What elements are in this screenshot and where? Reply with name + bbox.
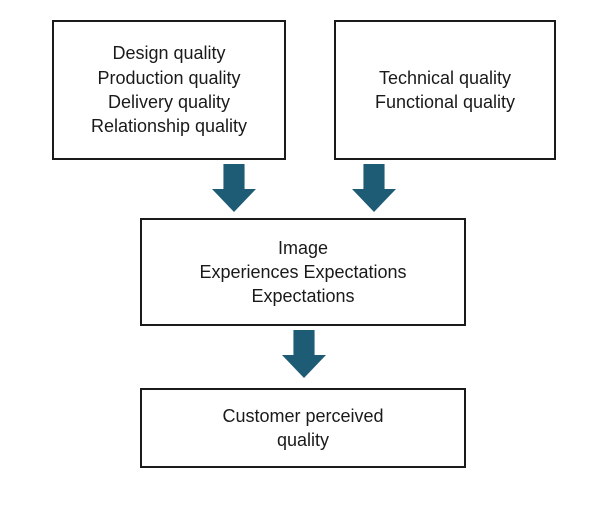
node-top_left: Design qualityProduction qualityDelivery… [52,20,286,160]
node-top_left-line: Relationship quality [91,114,247,138]
node-bottom: Customer perceivedquality [140,388,466,468]
node-top_left-line: Design quality [112,41,225,65]
arrow-down-icon [212,164,256,212]
arrow-down-icon [352,164,396,212]
node-top_right-line: Technical quality [379,66,511,90]
node-middle-line: Expectations [251,284,354,308]
arrow-down-icon [282,330,326,378]
node-middle-line: Experiences Expectations [199,260,406,284]
node-middle-line: Image [278,236,328,260]
node-top_left-line: Production quality [97,66,240,90]
node-top_right-line: Functional quality [375,90,515,114]
node-top_left-line: Delivery quality [108,90,230,114]
flowchart-canvas: Design qualityProduction qualityDelivery… [0,0,608,510]
node-bottom-line: Customer perceived [222,404,383,428]
node-top_right: Technical qualityFunctional quality [334,20,556,160]
node-bottom-line: quality [277,428,329,452]
node-middle: ImageExperiences ExpectationsExpectation… [140,218,466,326]
